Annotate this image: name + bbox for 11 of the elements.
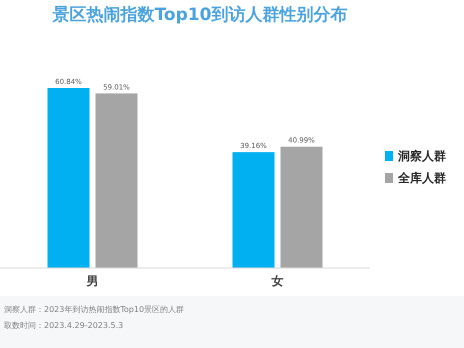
chart-title: 景区热闹指数Top10到访人群性别分布 bbox=[52, 5, 348, 25]
x-tick-label: 女 bbox=[270, 274, 284, 288]
legend-label: 全库人群 bbox=[397, 171, 446, 185]
bar bbox=[232, 152, 274, 268]
bar bbox=[280, 146, 322, 268]
bar bbox=[96, 93, 138, 268]
bar bbox=[48, 88, 90, 268]
legend-label: 洞察人群 bbox=[397, 149, 446, 163]
text: 取数时间：2023.4.29-2023.5.3 bbox=[4, 321, 124, 330]
x-tick-label: 男 bbox=[86, 274, 98, 288]
text: 洞察人群：2023年到访热闹指数Top10景区的人群 bbox=[4, 305, 184, 314]
